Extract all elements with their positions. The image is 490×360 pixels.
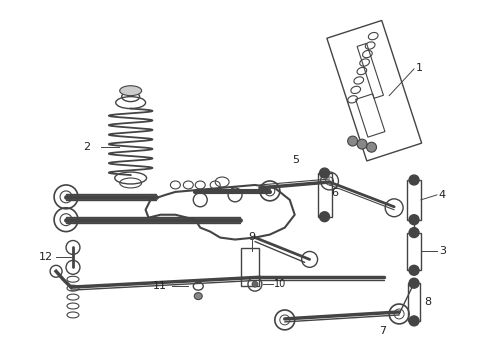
Text: 4: 4 <box>439 190 446 200</box>
Bar <box>327 21 422 161</box>
Text: 9: 9 <box>248 231 255 242</box>
Bar <box>318 172 332 217</box>
Circle shape <box>367 142 376 152</box>
Ellipse shape <box>195 293 202 300</box>
Circle shape <box>409 265 419 275</box>
Circle shape <box>409 215 419 225</box>
Bar <box>356 94 385 137</box>
Text: 5: 5 <box>292 155 299 165</box>
Text: 12: 12 <box>39 252 53 262</box>
Circle shape <box>409 316 419 326</box>
Bar <box>407 180 421 220</box>
Circle shape <box>409 175 419 185</box>
Circle shape <box>319 168 329 178</box>
Bar <box>407 233 421 270</box>
Text: 10: 10 <box>274 279 286 289</box>
Circle shape <box>409 228 419 238</box>
Text: 2: 2 <box>83 142 90 152</box>
Text: 11: 11 <box>152 281 167 291</box>
Circle shape <box>348 136 358 146</box>
Bar <box>357 43 384 98</box>
Text: 6: 6 <box>332 188 339 198</box>
Bar <box>408 283 420 321</box>
Text: 7: 7 <box>379 326 386 336</box>
Circle shape <box>252 281 258 287</box>
Circle shape <box>409 278 419 288</box>
Text: 3: 3 <box>439 247 446 256</box>
Circle shape <box>357 139 367 149</box>
Text: 1: 1 <box>416 63 423 73</box>
Text: 8: 8 <box>424 297 431 307</box>
Bar <box>241 248 259 286</box>
Circle shape <box>319 212 329 222</box>
Ellipse shape <box>120 86 142 96</box>
